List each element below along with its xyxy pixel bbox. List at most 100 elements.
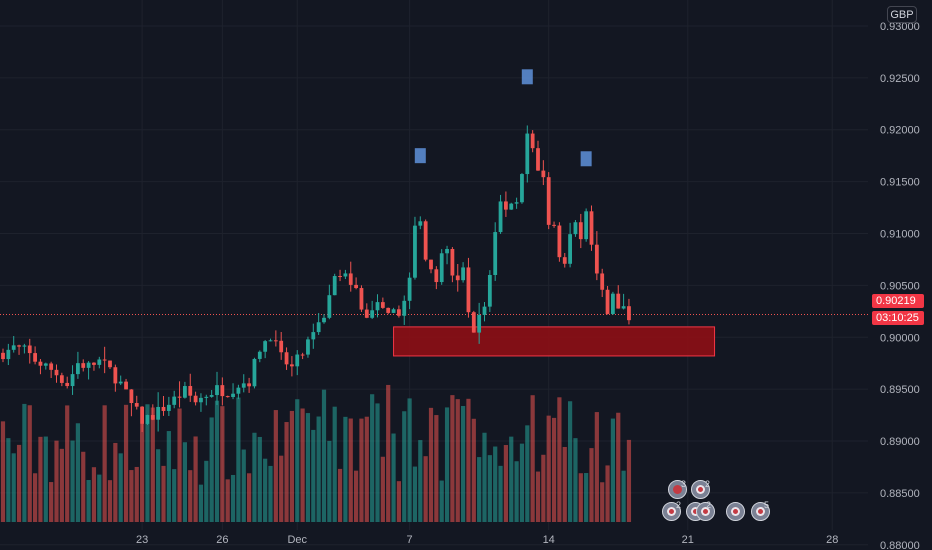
volume-bar: [370, 394, 375, 522]
candle-body: [530, 133, 535, 149]
volume-bars: [0, 384, 632, 522]
volume-bar: [439, 480, 444, 522]
candle-body: [455, 275, 460, 281]
uk-flag-event-icon[interactable]: [662, 502, 681, 521]
volume-bar: [295, 399, 300, 522]
price-tick-label: 0.89000: [880, 436, 920, 448]
candle-body: [156, 406, 161, 420]
volume-bar: [380, 456, 385, 522]
candle-body: [568, 234, 572, 264]
economic-event-icon[interactable]: [668, 480, 687, 499]
candle-body: [6, 349, 11, 360]
volume-bar: [546, 415, 551, 522]
candle-body: [605, 289, 610, 314]
candle-body: [493, 232, 498, 276]
volume-bar: [134, 466, 139, 522]
candle-body: [161, 406, 166, 411]
candle-body: [354, 284, 358, 289]
volume-bar: [225, 479, 230, 522]
candle-body: [177, 396, 182, 398]
volume-bar: [59, 448, 64, 522]
candle-body: [279, 340, 284, 353]
volume-bar: [27, 405, 32, 522]
candle-body: [471, 312, 476, 333]
candle-body: [225, 396, 230, 398]
candle-body: [54, 369, 59, 376]
volume-bar: [332, 406, 337, 522]
volume-bar: [568, 401, 573, 522]
candle-body: [70, 374, 75, 387]
volume-bar: [140, 423, 145, 522]
volume-bar: [289, 410, 294, 522]
volume-bar: [557, 397, 562, 522]
price-tick-label: 0.92500: [880, 73, 920, 85]
uk-flag-event-icon[interactable]: [726, 502, 745, 521]
candle-body: [611, 293, 615, 314]
candle-body: [86, 362, 91, 368]
candle-body: [589, 211, 594, 245]
volume-bar: [11, 453, 16, 522]
volume-bar: [396, 481, 401, 522]
volume-bar: [150, 407, 155, 522]
volume-bar: [316, 416, 321, 522]
candle-body: [573, 222, 578, 235]
candle-body: [65, 382, 70, 387]
event-count: 2: [676, 500, 682, 510]
volume-bar: [97, 474, 102, 522]
time-tick-label: 28: [826, 534, 838, 546]
volume-bar: [589, 448, 594, 522]
volume-bar: [49, 482, 54, 522]
uk-flag-event-icon[interactable]: [751, 502, 770, 521]
candle-body: [509, 203, 514, 210]
candle-body: [450, 248, 455, 276]
candle-body: [145, 415, 150, 424]
volume-bar: [193, 436, 198, 522]
volume-bar: [86, 480, 91, 522]
volume-bar: [327, 440, 332, 522]
volume-bar: [263, 458, 268, 522]
volume-bar: [16, 444, 22, 522]
volume-bar: [471, 418, 476, 522]
volume-bar: [418, 440, 423, 522]
candle-body: [557, 225, 562, 258]
volume-bar: [161, 465, 166, 522]
currency-badge[interactable]: GBP: [887, 6, 917, 23]
volume-bar: [428, 407, 434, 522]
volume-bar: [391, 433, 396, 522]
event-count: 2: [705, 479, 711, 489]
uk-flag-event-icon[interactable]: [691, 480, 710, 499]
volume-bar: [578, 473, 583, 522]
candle-body: [188, 386, 193, 396]
volume-bar: [461, 405, 466, 522]
volume-bar: [535, 471, 541, 522]
candle-body: [348, 273, 353, 285]
time-tick-label: 23: [136, 534, 148, 546]
candle-body: [546, 177, 551, 225]
candle-body: [134, 403, 139, 407]
candle-body: [520, 174, 524, 203]
event-count: 2: [706, 500, 712, 510]
time-tick-label: 21: [682, 534, 694, 546]
volume-bar: [605, 465, 610, 522]
candle-body: [370, 310, 375, 318]
candle-body: [257, 351, 262, 359]
candle-body: [92, 362, 96, 365]
candle-body: [124, 381, 128, 390]
candle-body: [129, 389, 134, 404]
volume-bar: [6, 438, 11, 522]
candle-body: [627, 306, 631, 321]
candle-body: [311, 332, 316, 340]
price-tick-label: 0.92000: [880, 125, 920, 137]
candle-body: [1, 352, 5, 360]
volume-bar: [188, 470, 193, 522]
price-tick-label: 0.89500: [880, 384, 920, 396]
candle-body: [193, 395, 198, 403]
volume-bar: [514, 461, 519, 522]
price-tick-label: 0.88000: [880, 540, 920, 550]
uk-flag-event-icon[interactable]: [696, 502, 715, 521]
candle-body: [386, 307, 391, 313]
volume-bar: [354, 470, 359, 522]
candle-body: [22, 345, 27, 347]
